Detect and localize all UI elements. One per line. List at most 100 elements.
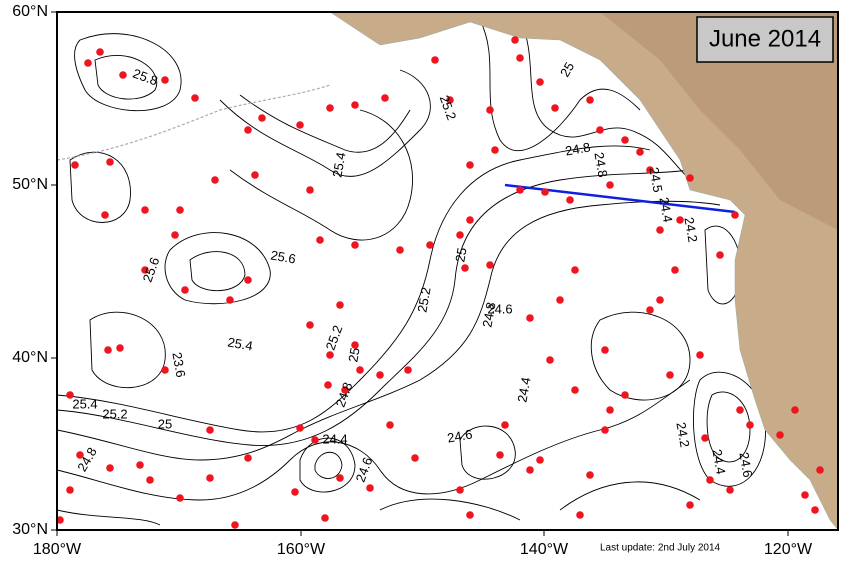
float-dot [486, 261, 494, 269]
float-dot [816, 466, 824, 474]
contour-label: 24.8 [564, 139, 592, 158]
float-dot [321, 514, 329, 522]
float-dot [251, 171, 259, 179]
float-dot [801, 491, 809, 499]
float-dot [226, 296, 234, 304]
float-dot [621, 391, 629, 399]
float-dot [526, 314, 534, 322]
x-tick-label: 140°W [520, 541, 569, 558]
float-dot [571, 266, 579, 274]
float-dot [146, 476, 154, 484]
float-dot [206, 426, 214, 434]
float-dot [341, 386, 349, 394]
float-dot [736, 406, 744, 414]
float-dot [676, 216, 684, 224]
float-dot [516, 54, 524, 62]
float-dot [571, 386, 579, 394]
float-dot [404, 366, 412, 374]
float-dot [811, 506, 819, 514]
float-dot [351, 241, 359, 249]
float-dot [546, 356, 554, 364]
float-dot [536, 78, 544, 86]
float-dot [701, 434, 709, 442]
contour-label: 25 [452, 246, 469, 263]
float-dot [291, 488, 299, 496]
float-dot [76, 451, 84, 459]
float-dot [161, 366, 169, 374]
float-dot [191, 94, 199, 102]
float-dot [396, 246, 404, 254]
float-dot [596, 126, 604, 134]
float-dot [171, 231, 179, 239]
float-dot [244, 454, 252, 462]
x-tick-label: 120°W [764, 541, 813, 558]
float-dot [601, 426, 609, 434]
contour-label: 24.4 [322, 431, 347, 446]
float-dot [586, 96, 594, 104]
x-tick-label: 160°W [277, 541, 326, 558]
float-dot [576, 511, 584, 519]
float-dot [296, 121, 304, 129]
y-tick-label: 60°N [12, 3, 48, 20]
contour-label: 25.4 [226, 334, 254, 353]
contour-label: 24.4 [709, 448, 728, 476]
land-highlands [600, 12, 838, 230]
float-positions [56, 36, 824, 529]
float-dot [526, 466, 534, 474]
contour-label: 25.2 [102, 406, 127, 421]
float-dot [71, 161, 79, 169]
float-dot [656, 296, 664, 304]
float-dot [381, 94, 389, 102]
float-dot [466, 216, 474, 224]
float-dot [336, 474, 344, 482]
float-dot [101, 211, 109, 219]
float-dot [431, 56, 439, 64]
float-dot [176, 206, 184, 214]
float-dot [84, 59, 92, 67]
y-tick-label: 40°N [12, 349, 48, 366]
float-dot [351, 101, 359, 109]
contour-label: 24.6 [736, 451, 755, 479]
float-dot [181, 286, 189, 294]
float-dot [324, 381, 332, 389]
contour-label: 24.6 [487, 301, 512, 316]
x-tick-label: 180°W [33, 541, 82, 558]
float-dot [466, 511, 474, 519]
float-dot [446, 96, 454, 104]
float-dot [336, 301, 344, 309]
float-dot [606, 406, 614, 414]
footer: Last update: 2nd July 2014 [600, 543, 721, 554]
float-dot [466, 161, 474, 169]
float-dot [176, 494, 184, 502]
contour-label: 24.2 [681, 216, 700, 244]
float-dot [731, 211, 739, 219]
float-dot [791, 406, 799, 414]
float-dot [141, 266, 149, 274]
float-dot [646, 166, 654, 174]
float-dot [496, 451, 504, 459]
float-dot [231, 521, 239, 529]
y-tick-label: 50°N [12, 176, 48, 193]
float-dot [351, 341, 359, 349]
float-dot [106, 464, 114, 472]
float-dot [456, 486, 464, 494]
float-dot [206, 474, 214, 482]
float-dot [541, 188, 549, 196]
float-dot [141, 206, 149, 214]
float-dot [566, 196, 574, 204]
float-dot [258, 114, 266, 122]
float-dot [516, 186, 524, 194]
float-dot [56, 516, 64, 524]
float-dot [636, 148, 644, 156]
float-dot [501, 421, 509, 429]
float-dot [556, 296, 564, 304]
float-dot [119, 71, 127, 79]
float-dot [306, 321, 314, 329]
float-dot [536, 456, 544, 464]
float-dot [66, 486, 74, 494]
float-dot [696, 351, 704, 359]
float-dot [606, 181, 614, 189]
aleutian-islands [56, 84, 331, 161]
contour-label: 24.8 [591, 151, 610, 179]
contour-label: 24.2 [673, 421, 692, 449]
